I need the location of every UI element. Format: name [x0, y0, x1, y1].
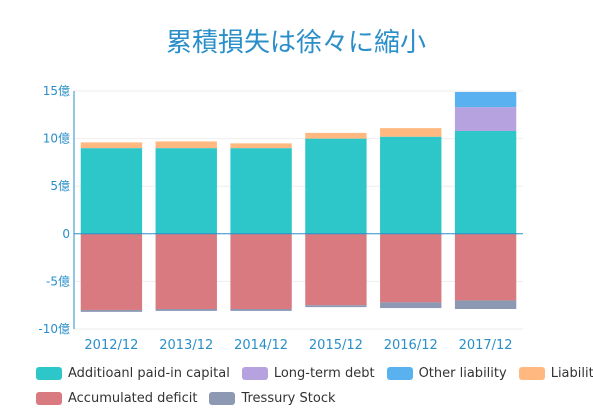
bar-segment[interactable] [230, 143, 292, 149]
bar-segment[interactable] [155, 141, 217, 149]
legend-swatch [209, 391, 236, 405]
stacked-bar-chart: 累積損失は徐々に縮小 -10億 -5億 0 5億 10億 15億 2012/12 2013/1… [38, 28, 523, 353]
y-tick-label: 0 [62, 227, 70, 241]
bar-segment[interactable] [454, 107, 517, 131]
legend-label: Additioanl paid-in capital [68, 365, 230, 381]
x-tick-label: 2012/12 [84, 338, 138, 353]
legend-label: Long-term debt [273, 365, 375, 381]
bar-segment[interactable] [454, 130, 517, 234]
bar-segment[interactable] [230, 148, 292, 234]
legend-swatch [241, 366, 268, 380]
y-tick-label: 15億 [43, 84, 70, 98]
legend-row: Additioanl paid-in capital Long-term debt… [36, 362, 593, 384]
x-tick-label: 2017/12 [459, 338, 513, 353]
y-tick-label: -5億 [46, 274, 70, 288]
bar-segment[interactable] [230, 309, 292, 311]
bar-segment[interactable] [305, 132, 367, 139]
bar-segment[interactable] [380, 136, 442, 234]
x-tick-label: 2016/12 [384, 338, 438, 353]
y-tick-label: 10億 [43, 132, 70, 146]
bar-segment[interactable] [80, 233, 143, 310]
x-tick-label: 2014/12 [234, 338, 288, 353]
legend-swatch [518, 366, 545, 380]
legend-label: Other liability [418, 365, 507, 381]
bar-segment[interactable] [454, 91, 517, 108]
legend-swatch [36, 366, 62, 380]
bar-segment[interactable] [380, 302, 442, 309]
y-tick-label: 5億 [50, 179, 70, 193]
y-tick-label: -10億 [38, 322, 70, 336]
legend-item[interactable]: Additioanl paid-in capital [36, 366, 230, 381]
legend-item[interactable]: Other liability [386, 365, 507, 381]
bar-segment[interactable] [155, 233, 217, 310]
bar-segment[interactable] [230, 233, 292, 310]
x-tick-label: 2015/12 [309, 338, 363, 353]
plot-area: -10億 -5億 0 5億 10億 15億 2012/12 2013/12 2014/12 201… [38, 84, 523, 353]
legend-label: Liability [550, 365, 593, 381]
bar-segment[interactable] [155, 148, 217, 234]
legend-swatch [36, 391, 62, 405]
legend-item[interactable]: Tressury Stock [209, 390, 336, 406]
bar-segment[interactable] [305, 138, 367, 234]
x-tick-label: 2013/12 [159, 338, 213, 353]
legend: Additioanl paid-in capital Long-term debt… [36, 362, 593, 412]
legend-label: Tressury Stock [241, 390, 336, 406]
legend-item[interactable]: Liability [518, 365, 593, 381]
bar-segment[interactable] [454, 300, 517, 310]
bar-segment[interactable] [155, 309, 217, 311]
bar-segment[interactable] [380, 128, 442, 137]
bar-segment[interactable] [305, 305, 367, 308]
chart-title: 累積損失は徐々に縮小 [166, 28, 426, 58]
bar-segment[interactable] [454, 233, 517, 301]
bar-segment[interactable] [80, 309, 143, 312]
bar-segment[interactable] [80, 148, 143, 234]
bar-segment[interactable] [380, 233, 442, 303]
legend-item[interactable]: Long-term debt [241, 365, 375, 381]
legend-swatch [386, 366, 413, 380]
legend-label: Accumulated deficit [68, 390, 198, 406]
legend-row: Accumulated deficit Tressury Stock [36, 387, 576, 409]
legend-item[interactable]: Accumulated deficit [36, 391, 197, 406]
bar-segment[interactable] [80, 142, 143, 149]
bar-segment[interactable] [305, 233, 367, 306]
